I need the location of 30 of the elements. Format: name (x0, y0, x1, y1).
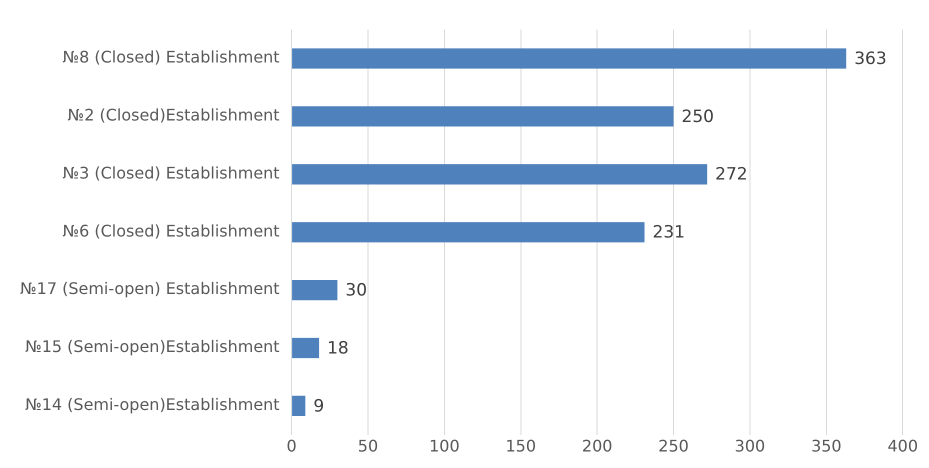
bar (292, 222, 645, 242)
x-tick-label: 400 (887, 436, 918, 456)
bar (292, 164, 708, 184)
x-tick-label: 200 (582, 436, 612, 456)
data-label: 272 (715, 164, 748, 185)
x-tick-label: 300 (734, 436, 766, 456)
y-tick-label: №14 (Semi-open)Establishment (25, 395, 280, 414)
data-label: 363 (854, 48, 887, 69)
y-tick-label: №17 (Semi-open) Establishment (20, 279, 280, 298)
x-tick-label: 100 (429, 436, 460, 456)
bar (292, 280, 338, 300)
bar (292, 106, 674, 127)
x-tick-label: 0 (286, 436, 297, 456)
x-tick-label: 50 (358, 436, 378, 456)
data-label: 30 (345, 280, 368, 301)
data-label: 18 (327, 338, 349, 358)
x-tick-label: 250 (658, 436, 689, 456)
data-label: 231 (652, 222, 685, 243)
data-label: 9 (313, 396, 324, 416)
y-tick-label: №15 (Semi-open)Establishment (25, 337, 280, 356)
bar (292, 48, 846, 69)
y-tick-label: №3 (Closed) Establishment (62, 163, 280, 182)
x-tick-label: 350 (811, 436, 842, 456)
bar (292, 396, 306, 416)
x-tick-label: 150 (505, 436, 536, 456)
y-tick-label: №6 (Closed) Establishment (62, 221, 280, 240)
data-label: 250 (682, 106, 714, 127)
y-tick-label: №8 (Closed) Establishment (62, 48, 280, 67)
y-tick-label: №2 (Closed)Establishment (68, 106, 280, 125)
bar (292, 338, 320, 358)
